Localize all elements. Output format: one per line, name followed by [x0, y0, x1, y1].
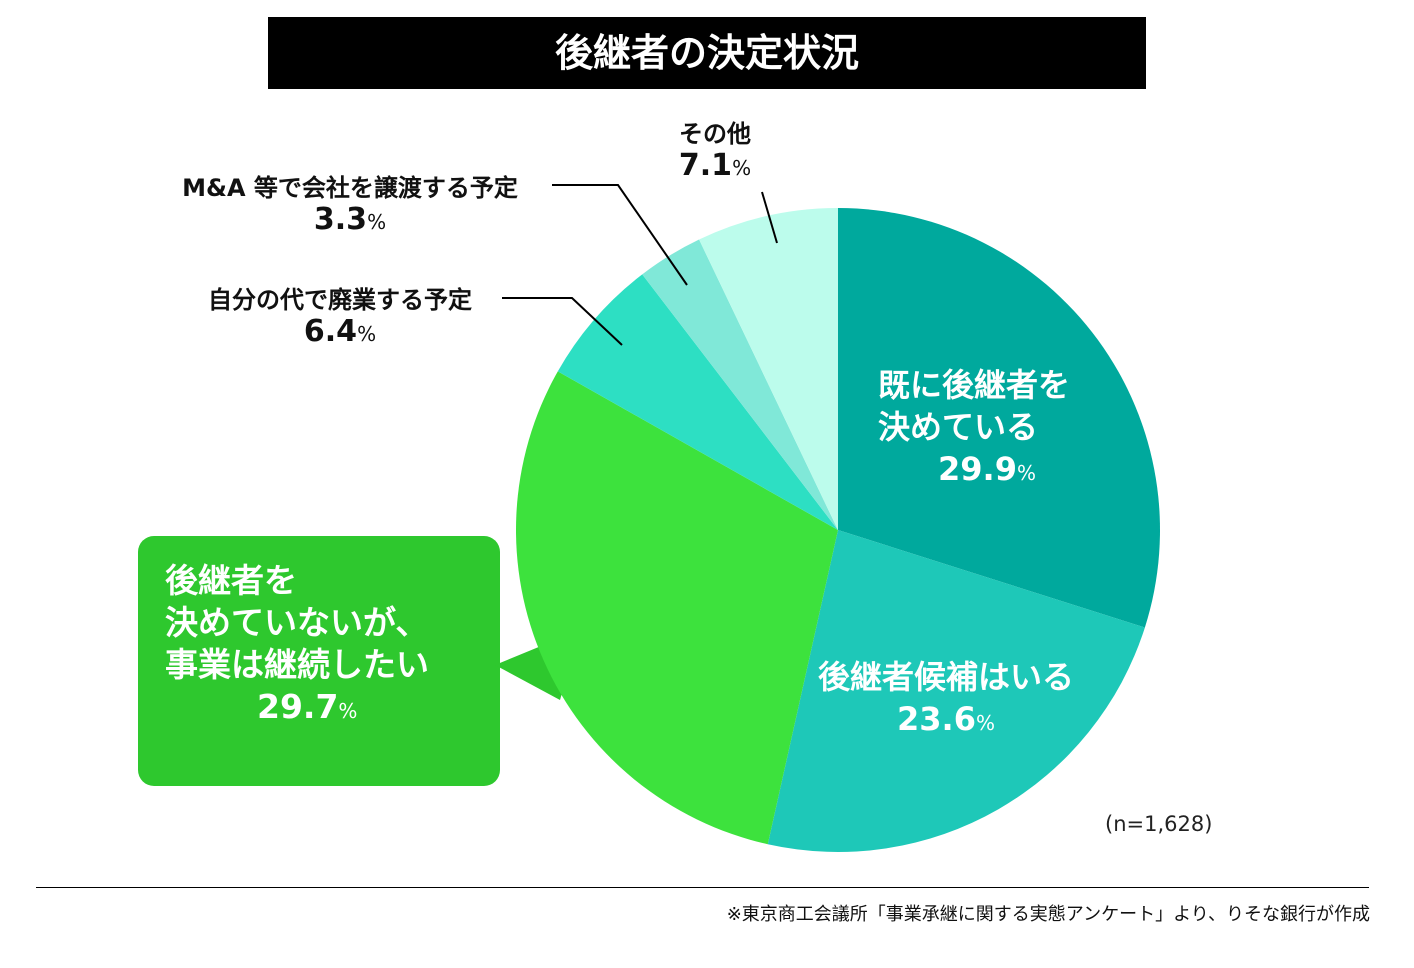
leader-line-other	[761, 191, 778, 244]
label-haigyo: 自分の代で廃業する予定 6.4%	[208, 286, 472, 349]
pie-slice-1	[767, 530, 1145, 852]
divider	[36, 887, 1369, 888]
label-continue: 後継者を 決めていないが、 事業は継続したい 29.7%	[165, 561, 429, 726]
leader-line-haigyo	[502, 297, 623, 346]
pie-slice-3	[557, 274, 838, 530]
label-candidate: 後継者候補はいる 23.6%	[818, 658, 1075, 738]
source-note: ※東京商工会議所「事業承継に関する実態アンケート」より、りそな銀行が作成	[726, 904, 1370, 925]
label-other: その他 7.1%	[678, 120, 752, 183]
label-ma: M&A 等で会社を譲渡する予定 3.3%	[182, 174, 518, 237]
label-decided: 既に後継者を 決めている 29.9%	[878, 366, 1071, 488]
pie-slice-2	[515, 371, 838, 845]
leader-line-ma	[552, 184, 688, 286]
pie-slice-5	[699, 208, 838, 530]
pie-slice-0	[838, 208, 1160, 628]
callout-box	[138, 536, 500, 786]
pie-slice-4	[642, 239, 838, 530]
chart-title: 後継者の決定状況	[268, 17, 1146, 89]
sample-size: (n=1,628)	[1105, 812, 1213, 836]
